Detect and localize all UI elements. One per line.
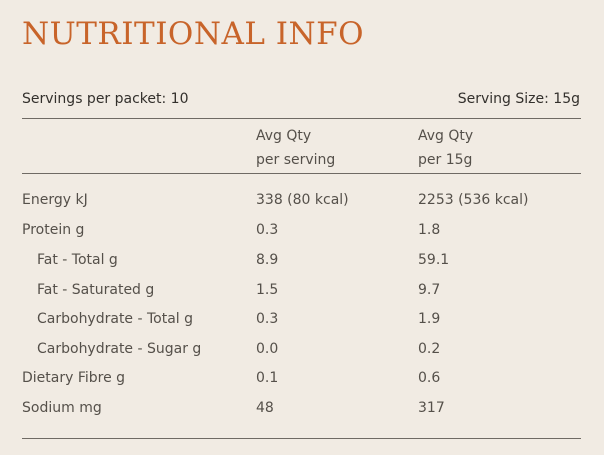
row-value-per-serving: 338 (80 kcal): [256, 192, 349, 208]
row-label: Dietary Fibre g: [22, 370, 126, 386]
row-value-per-15g: 9.7: [418, 282, 441, 298]
row-value-per-15g: 0.2: [418, 341, 441, 357]
row-value-per-15g: 0.6: [418, 370, 441, 386]
divider-header: [22, 173, 581, 174]
page-title: NUTRITIONAL INFO: [22, 16, 365, 52]
column-header-line: Avg Qty: [418, 128, 474, 144]
table-row: Dietary Fibre g 0.1 0.6: [22, 370, 581, 392]
table-row: Carbohydrate - Total g 0.3 1.9: [22, 311, 581, 333]
row-value-per-15g: 317: [418, 400, 445, 416]
row-label: Carbohydrate - Total g: [37, 311, 194, 327]
row-label: Carbohydrate - Sugar g: [37, 341, 202, 357]
column-header-line: Avg Qty: [256, 128, 312, 144]
row-label: Sodium mg: [22, 400, 102, 416]
column-header-per-serving: Avg Qty per serving: [256, 124, 335, 172]
column-header-line: per serving: [256, 152, 336, 168]
row-value-per-15g: 59.1: [418, 252, 450, 268]
table-row: Protein g 0.3 1.8: [22, 222, 581, 244]
table-row: Energy kJ 338 (80 kcal) 2253 (536 kcal): [22, 192, 581, 214]
serving-size: Serving Size: 15g: [457, 91, 580, 107]
row-label: Energy kJ: [22, 192, 88, 208]
row-value-per-serving: 48: [256, 400, 274, 416]
divider-top: [22, 118, 581, 119]
row-label: Fat - Total g: [37, 252, 118, 268]
table-row: Fat - Saturated g 1.5 9.7: [22, 282, 581, 304]
row-value-per-15g: 2253 (536 kcal): [418, 192, 529, 208]
row-value-per-serving: 0.0: [256, 341, 279, 357]
row-value-per-serving: 8.9: [256, 252, 279, 268]
row-value-per-serving: 0.1: [256, 370, 279, 386]
table-row: Sodium mg 48 317: [22, 400, 581, 422]
divider-bottom: [22, 438, 581, 439]
serving-meta: Servings per packet: 10 Serving Size: 15…: [22, 91, 580, 107]
row-value-per-serving: 1.5: [256, 282, 279, 298]
row-label: Protein g: [22, 222, 85, 238]
column-header-per-15g: Avg Qty per 15g: [418, 124, 473, 172]
row-value-per-15g: 1.8: [418, 222, 441, 238]
row-value-per-serving: 0.3: [256, 311, 279, 327]
table-row: Fat - Total g 8.9 59.1: [22, 252, 581, 274]
column-header-line: per 15g: [418, 152, 473, 168]
row-value-per-serving: 0.3: [256, 222, 279, 238]
table-row: Carbohydrate - Sugar g 0.0 0.2: [22, 341, 581, 363]
servings-per-packet: Servings per packet: 10: [22, 91, 189, 107]
row-label: Fat - Saturated g: [37, 282, 155, 298]
row-value-per-15g: 1.9: [418, 311, 441, 327]
